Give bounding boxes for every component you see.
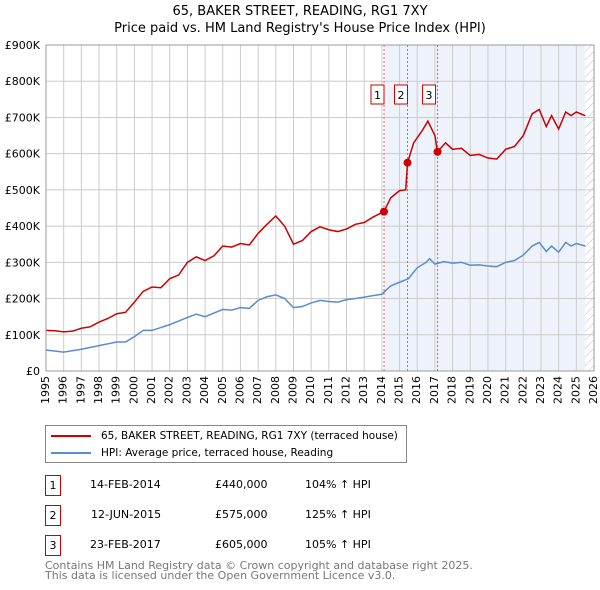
sale-point	[403, 158, 412, 167]
x-tick-label: 2002	[163, 376, 176, 404]
x-tick-label: 2013	[357, 376, 370, 404]
hpi-change: 125% ↑ HPI	[305, 508, 371, 521]
sale-badge-label: 3	[426, 89, 433, 102]
x-tick-label: 2023	[534, 376, 547, 404]
marker-badge: 1	[45, 475, 61, 496]
y-tick-label: £300K	[5, 256, 41, 269]
x-tick-label: 2005	[216, 376, 229, 404]
y-tick-label: £100K	[5, 329, 41, 342]
y-tick-label: £600K	[5, 148, 41, 161]
x-tick-label: 2014	[375, 376, 388, 404]
legend: 65, BAKER STREET, READING, RG1 7XY (terr…	[45, 425, 407, 463]
x-tick-label: 2009	[286, 376, 299, 404]
y-tick-label: £800K	[5, 75, 41, 88]
hpi-line	[45, 241, 586, 353]
table-row: 3 23-FEB-2017 £605,000 105% ↑ HPI	[45, 535, 465, 556]
sale-price: £575,000	[215, 508, 268, 521]
sale-badge	[422, 84, 437, 105]
x-tick-label: 2021	[499, 376, 512, 404]
x-tick-label: 2025	[569, 376, 582, 404]
table-row: 2 12-JUN-2015 £575,000 125% ↑ HPI	[45, 505, 465, 526]
x-tick-label: 2019	[463, 376, 476, 404]
y-tick-label: £200K	[5, 293, 41, 306]
x-tick-label: 1999	[110, 376, 123, 404]
x-tick-label: 2015	[393, 376, 406, 404]
x-tick-label: 1998	[92, 376, 105, 404]
x-tick-label: 2008	[269, 376, 282, 404]
x-tick-label: 2016	[410, 376, 423, 404]
plot-border	[45, 44, 595, 372]
footer-copyright: Contains HM Land Registry data © Crown c…	[45, 559, 473, 572]
sale-badge-label: 1	[374, 89, 381, 102]
x-tick-label: 2006	[233, 376, 246, 404]
x-tick-label: 2007	[251, 376, 264, 404]
legend-swatch-red	[51, 435, 91, 437]
sale-badge-label: 2	[398, 89, 405, 102]
forecast-hatch	[585, 45, 594, 371]
legend-item-hpi: HPI: Average price, terraced house, Read…	[46, 445, 333, 461]
y-tick-label: £0	[26, 365, 40, 378]
sale-period-shade	[383, 45, 586, 371]
property-price-line	[45, 108, 586, 333]
table-row: 1 14-FEB-2014 £440,000 104% ↑ HPI	[45, 475, 465, 496]
chart-subtitle: Price paid vs. HM Land Registry's House …	[114, 21, 486, 36]
x-tick-label: 2011	[322, 376, 335, 404]
y-tick-label: £400K	[5, 220, 41, 233]
x-tick-label: 2001	[145, 376, 158, 404]
legend-item-property: 65, BAKER STREET, READING, RG1 7XY (terr…	[46, 428, 398, 444]
legend-label: HPI: Average price, terraced house, Read…	[101, 447, 334, 459]
x-tick-label: 1996	[57, 376, 70, 404]
x-tick-label: 2024	[552, 376, 565, 404]
x-tick-label: 2018	[446, 376, 459, 404]
sale-point	[433, 147, 442, 156]
y-tick-label: £500K	[5, 184, 41, 197]
legend-swatch-blue	[51, 452, 91, 454]
sale-point	[379, 207, 388, 216]
sale-badge	[394, 84, 409, 105]
x-tick-label: 2022	[516, 376, 529, 404]
marker-badge: 3	[45, 535, 61, 556]
sale-date: 23-FEB-2017	[90, 538, 161, 551]
sale-badge	[370, 84, 385, 105]
hpi-change: 105% ↑ HPI	[305, 538, 371, 551]
sale-price: £440,000	[215, 478, 268, 491]
y-tick-label: £900K	[5, 39, 41, 52]
sale-date: 12-JUN-2015	[91, 508, 162, 521]
x-tick-label: 2012	[340, 376, 353, 404]
chart-title: 65, BAKER STREET, READING, RG1 7XY	[172, 4, 428, 19]
footer-licence: This data is licensed under the Open Gov…	[45, 569, 396, 582]
x-tick-label: 2000	[127, 376, 140, 404]
x-tick-label: 1997	[74, 376, 87, 404]
sale-date: 14-FEB-2014	[90, 478, 161, 491]
legend-label: 65, BAKER STREET, READING, RG1 7XY (terr…	[101, 430, 398, 442]
x-tick-label: 2020	[481, 376, 494, 404]
x-tick-label: 2003	[180, 376, 193, 404]
price-chart: 1995 1996 1997 1998 1999 2000 2001 2002 2003 2004…	[5, 39, 600, 404]
y-tick-label: £700K	[5, 111, 41, 124]
marker-badge: 2	[45, 505, 61, 526]
x-tick-label: 2017	[428, 376, 441, 404]
hpi-change: 104% ↑ HPI	[305, 478, 371, 491]
x-tick-label: 1995	[39, 376, 52, 404]
x-tick-label: 2004	[198, 376, 211, 404]
x-tick-label: 2026	[587, 376, 600, 404]
x-tick-label: 2010	[304, 376, 317, 404]
sale-price: £605,000	[215, 538, 268, 551]
